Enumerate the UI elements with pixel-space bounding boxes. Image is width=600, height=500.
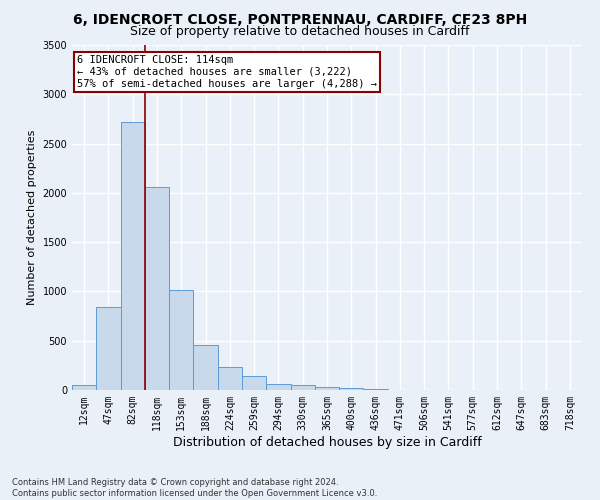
Bar bbox=[339, 388, 364, 390]
Bar bbox=[145, 187, 169, 390]
Text: Contains HM Land Registry data © Crown copyright and database right 2024.
Contai: Contains HM Land Registry data © Crown c… bbox=[12, 478, 377, 498]
X-axis label: Distribution of detached houses by size in Cardiff: Distribution of detached houses by size … bbox=[173, 436, 481, 448]
Y-axis label: Number of detached properties: Number of detached properties bbox=[27, 130, 37, 305]
Text: 6, IDENCROFT CLOSE, PONTPRENNAU, CARDIFF, CF23 8PH: 6, IDENCROFT CLOSE, PONTPRENNAU, CARDIFF… bbox=[73, 12, 527, 26]
Text: Size of property relative to detached houses in Cardiff: Size of property relative to detached ho… bbox=[130, 25, 470, 38]
Bar bbox=[121, 122, 145, 390]
Bar bbox=[96, 307, 121, 390]
Bar bbox=[242, 376, 266, 390]
Bar bbox=[193, 345, 218, 390]
Bar bbox=[169, 290, 193, 390]
Bar bbox=[266, 384, 290, 390]
Bar bbox=[315, 387, 339, 390]
Bar bbox=[218, 368, 242, 390]
Text: 6 IDENCROFT CLOSE: 114sqm
← 43% of detached houses are smaller (3,222)
57% of se: 6 IDENCROFT CLOSE: 114sqm ← 43% of detac… bbox=[77, 56, 377, 88]
Bar bbox=[290, 385, 315, 390]
Bar bbox=[364, 389, 388, 390]
Bar bbox=[72, 384, 96, 390]
